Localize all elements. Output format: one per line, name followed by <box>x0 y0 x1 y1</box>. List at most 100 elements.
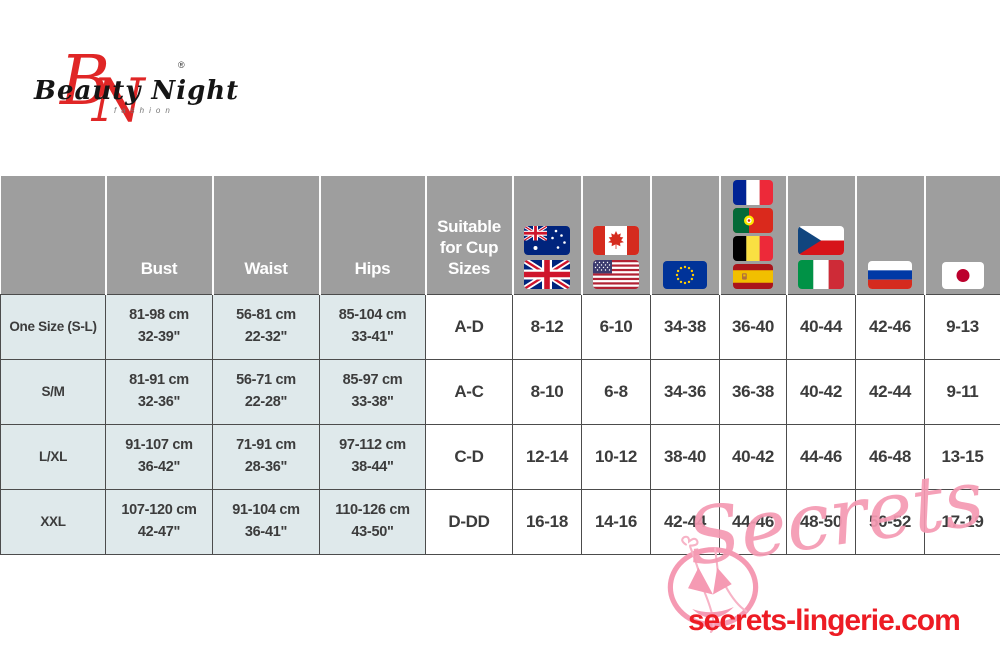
fr-pt-be-es-size-cell: 36-40 <box>719 293 787 360</box>
flag-japan-icon <box>942 261 984 289</box>
us-ca-size-cell: 6-8 <box>581 358 651 425</box>
header-bust-label: Bust <box>140 259 178 279</box>
flag-united-states-icon <box>593 259 639 289</box>
waist-cell: 91-104 cm 36-41" <box>212 488 320 555</box>
hips-in: 38-44" <box>351 458 394 475</box>
hips-cm: 85-104 cm <box>338 306 407 323</box>
header-flags-au-uk <box>512 176 583 294</box>
waist-in: 22-28" <box>244 393 288 410</box>
cup-cell: A-D <box>425 293 513 360</box>
uk-au-size-cell: 8-12 <box>512 293 582 360</box>
eu-size-cell: 42-44 <box>650 488 720 555</box>
logo-monogram-b: B <box>60 42 110 121</box>
fr-pt-be-es-size-cell: 40-42 <box>719 423 787 490</box>
fr-pt-be-es-size-cell: 44-46 <box>719 488 787 555</box>
flag-czech-republic-icon <box>798 225 844 255</box>
table-row-lxl: L/XL 91-107 cm 36-42" 71-91 cm 28-36" 97-1… <box>0 423 1000 490</box>
bust-cm: 81-91 cm <box>129 371 189 388</box>
waist-in: 36-41" <box>244 523 288 540</box>
size-label: One Size (S-L) <box>0 293 106 360</box>
header-row: Bust Waist Hips Suitable for Cup Sizes <box>0 176 1000 294</box>
bust-in: 32-36" <box>137 393 181 410</box>
logo-brand-name: Beauty Night <box>34 76 240 106</box>
waist-cell: 56-71 cm 22-28" <box>212 358 320 425</box>
size-label: S/M <box>0 358 106 425</box>
waist-in: 28-36" <box>244 458 288 475</box>
header-flag-eu <box>650 176 721 294</box>
header-flags-fr-pt-be-es <box>719 176 788 294</box>
flag-canada-icon <box>593 225 639 255</box>
flag-portugal-icon <box>733 207 773 233</box>
cz-it-size-cell: 48-50 <box>786 488 856 555</box>
logo-monogram-n: N <box>92 66 145 136</box>
uk-au-size-cell: 16-18 <box>512 488 582 555</box>
table-row-one-size: One Size (S-L) 81-98 cm 32-39" 56-81 cm 22… <box>0 293 1000 360</box>
cup-cell: C-D <box>425 423 513 490</box>
header-flag-ru <box>855 176 926 294</box>
us-ca-size-cell: 6-10 <box>581 293 651 360</box>
fr-pt-be-es-size-cell: 36-38 <box>719 358 787 425</box>
flag-united-kingdom-icon <box>524 259 570 289</box>
flag-italy-icon <box>798 259 844 289</box>
header-bust: Bust <box>105 176 214 294</box>
us-ca-size-cell: 14-16 <box>581 488 651 555</box>
bust-cell: 91-107 cm 36-42" <box>105 423 213 490</box>
eu-size-cell: 34-38 <box>650 293 720 360</box>
flag-australia-icon <box>524 225 570 255</box>
hips-cell: 110-126 cm 43-50" <box>319 488 426 555</box>
jp-size-cell: 9-11 <box>924 358 1000 425</box>
jp-size-cell: 17-19 <box>924 488 1000 555</box>
header-waist-label: Waist <box>244 259 288 279</box>
header-flags-cz-it <box>786 176 857 294</box>
size-label: L/XL <box>0 423 106 490</box>
eu-size-cell: 38-40 <box>650 423 720 490</box>
cup-cell: A-C <box>425 358 513 425</box>
size-chart-table: Bust Waist Hips Suitable for Cup Sizes <box>0 176 1000 555</box>
hips-cm: 110-126 cm <box>335 501 410 518</box>
ru-size-cell: 42-46 <box>855 293 925 360</box>
bust-in: 42-47" <box>137 523 181 540</box>
table-row-xxl: XXL 107-120 cm 42-47" 91-104 cm 36-41" 110… <box>0 488 1000 555</box>
header-flags-ca-us <box>581 176 652 294</box>
hips-cell: 97-112 cm 38-44" <box>319 423 426 490</box>
header-hips: Hips <box>319 176 427 294</box>
flag-european-union-icon <box>663 260 707 289</box>
waist-cell: 56-81 cm 22-32" <box>212 293 320 360</box>
bust-cm: 107-120 cm <box>121 501 197 518</box>
waist-in: 22-32" <box>244 328 288 345</box>
header-cup-label: Suitable for Cup Sizes <box>437 216 501 279</box>
header-cup-sizes: Suitable for Cup Sizes <box>425 176 514 294</box>
hips-cell: 85-97 cm 33-38" <box>319 358 426 425</box>
waist-cell: 71-91 cm 28-36" <box>212 423 320 490</box>
ru-size-cell: 42-44 <box>855 358 925 425</box>
flag-russia-icon <box>868 260 912 289</box>
bust-cell: 81-91 cm 32-36" <box>105 358 213 425</box>
hips-in: 33-41" <box>351 328 394 345</box>
bust-cm: 81-98 cm <box>129 306 189 323</box>
bust-in: 32-39" <box>137 328 181 345</box>
beauty-night-logo: B N Beauty Night ® fashion <box>28 42 238 141</box>
cup-cell: D-DD <box>425 488 513 555</box>
site-url: secrets-lingerie.com <box>688 604 961 637</box>
waist-cm: 91-104 cm <box>232 501 300 518</box>
hips-in: 33-38" <box>351 393 394 410</box>
bust-cm: 91-107 cm <box>125 436 193 453</box>
uk-au-size-cell: 12-14 <box>512 423 582 490</box>
uk-au-size-cell: 8-10 <box>512 358 582 425</box>
cz-it-size-cell: 44-46 <box>786 423 856 490</box>
cz-it-size-cell: 40-42 <box>786 358 856 425</box>
header-size <box>0 176 107 294</box>
hips-cm: 85-97 cm <box>342 371 403 388</box>
logo-subtitle: fashion <box>114 106 175 115</box>
bust-cell: 107-120 cm 42-47" <box>105 488 213 555</box>
header-waist: Waist <box>212 176 321 294</box>
jp-size-cell: 13-15 <box>924 423 1000 490</box>
ru-size-cell: 46-48 <box>855 423 925 490</box>
eu-size-cell: 34-36 <box>650 358 720 425</box>
us-ca-size-cell: 10-12 <box>581 423 651 490</box>
hips-cell: 85-104 cm 33-41" <box>319 293 426 360</box>
table-row-sm: S/M 81-91 cm 32-36" 56-71 cm 22-28" 85-97 … <box>0 358 1000 425</box>
waist-cm: 71-91 cm <box>236 436 296 453</box>
flag-france-icon <box>733 179 773 205</box>
hips-in: 43-50" <box>351 523 394 540</box>
